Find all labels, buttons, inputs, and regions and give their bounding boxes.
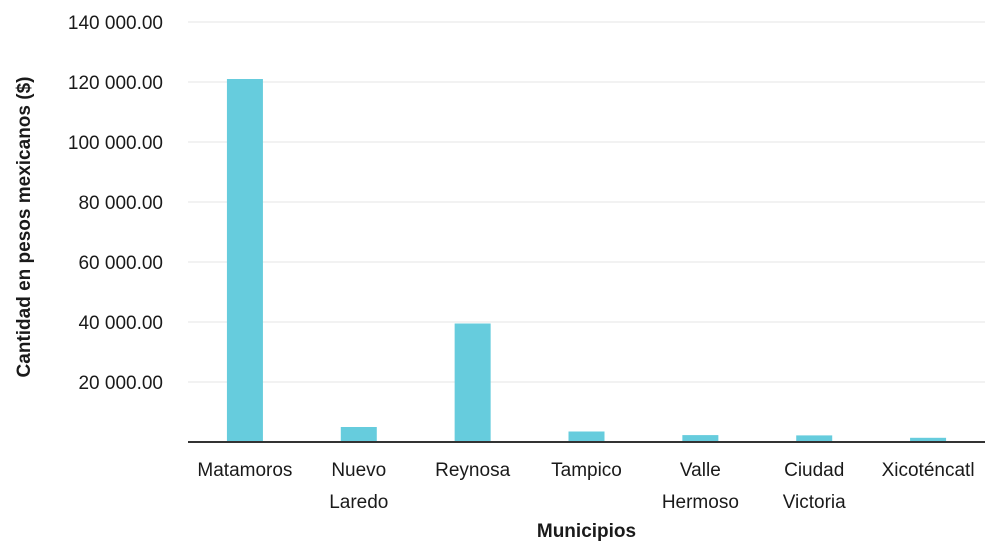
y-tick-label: 120 000.00 (68, 73, 163, 94)
x-tick-label: Tampico (551, 460, 622, 481)
bars (226, 79, 947, 442)
y-axis-tick-labels: 20 000.00 40 000.00 60 000.00 80 000.00 100 … (68, 13, 163, 394)
x-tick-label: Valle Hermoso (662, 460, 739, 513)
y-tick-label: 80 000.00 (78, 193, 163, 214)
y-tick-label: 100 000.00 (68, 133, 163, 154)
bar (568, 431, 605, 442)
y-tick-label: 40 000.00 (78, 313, 163, 334)
x-tick-label: Nuevo Laredo (329, 460, 388, 513)
y-tick-label: 60 000.00 (78, 253, 163, 274)
x-tick-label: Ciudad Victoria (783, 460, 846, 513)
x-axis-title: Municipios (537, 521, 636, 542)
bar (796, 435, 833, 442)
bar (226, 79, 263, 442)
y-axis-title: Cantidad en pesos mexicanos ($) (14, 77, 35, 378)
bar (682, 435, 719, 442)
bar (454, 323, 491, 442)
x-tick-label: Reynosa (435, 460, 510, 481)
bar (910, 437, 947, 442)
grid-lines (188, 21, 985, 383)
bar (340, 427, 377, 442)
x-tick-label: Xicoténcatl (882, 460, 975, 481)
y-tick-label: 20 000.00 (78, 373, 163, 394)
x-axis-category-labels: Matamoros Nuevo Laredo Reynosa Tampico Valle H… (197, 460, 974, 513)
x-tick-label: Matamoros (197, 460, 292, 481)
y-tick-label: 140 000.00 (68, 13, 163, 34)
